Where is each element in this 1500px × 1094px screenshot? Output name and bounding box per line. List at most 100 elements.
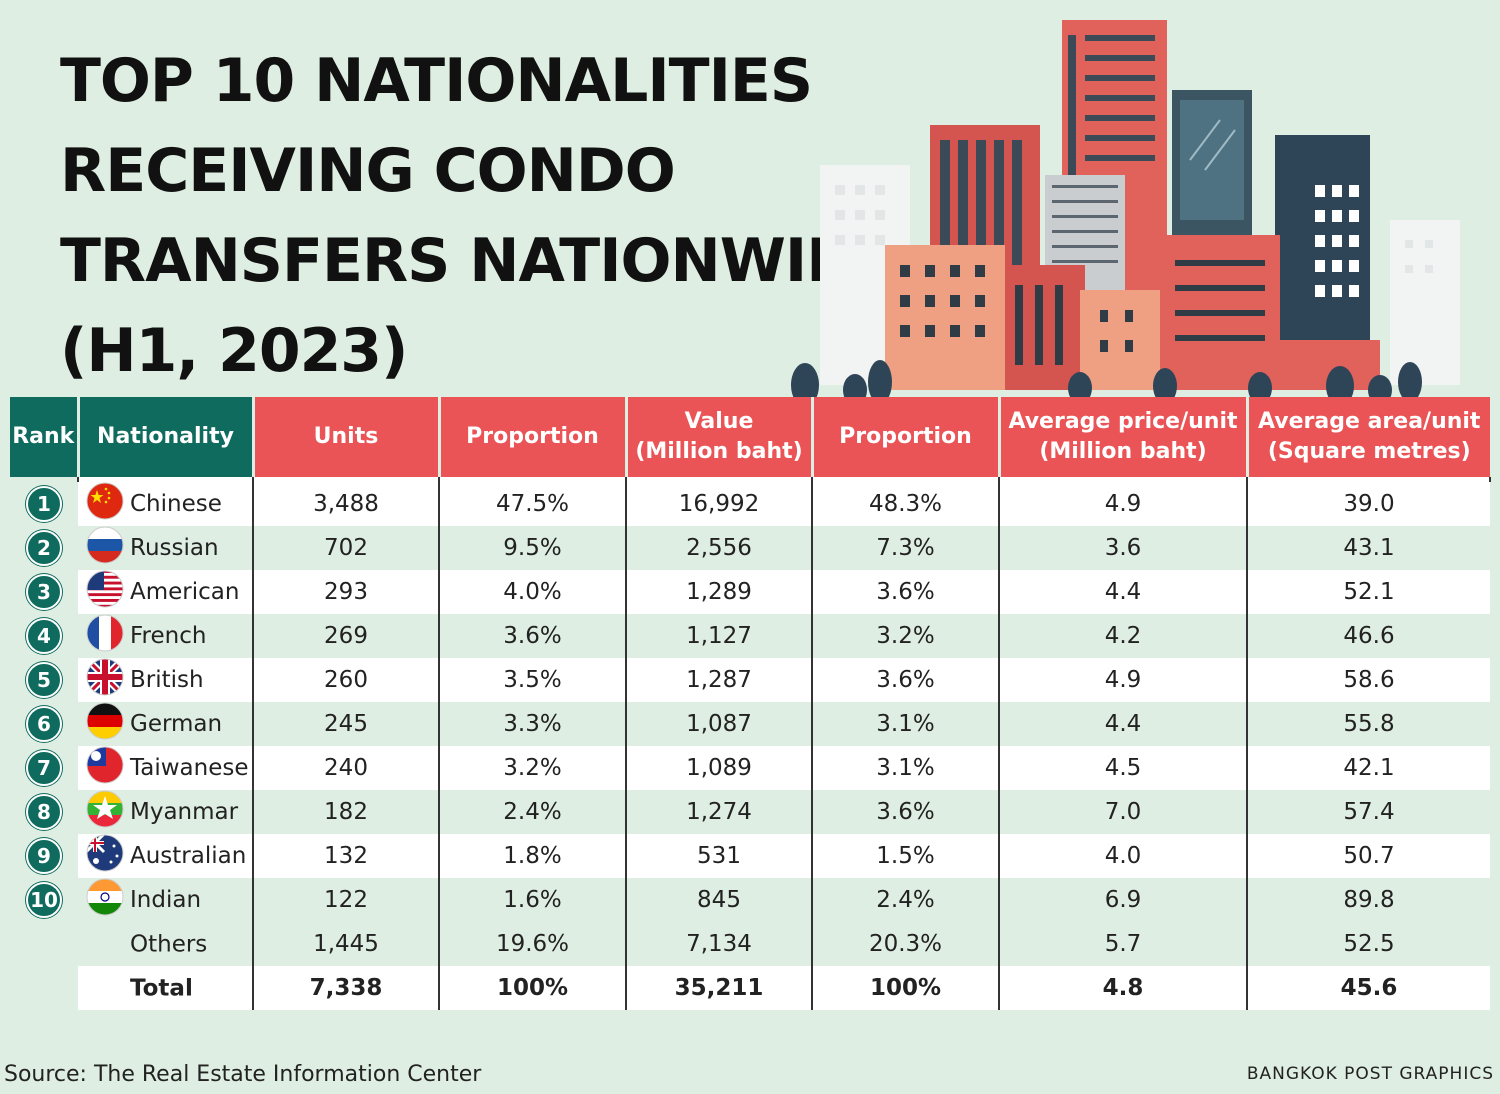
units-proportion-cell: 19.6% [439, 922, 627, 966]
rank-badge: 3 [26, 574, 62, 610]
spacer-row [10, 477, 1491, 482]
others-row: Others 1,445 19.6% 7,134 20.3% 5.7 52.5 [10, 922, 1490, 966]
india-flag-icon [86, 878, 124, 922]
avg-price-cell: 7.0 [999, 790, 1248, 834]
value-cell: 1,127 [626, 614, 813, 658]
uk-flag-icon [86, 658, 124, 702]
header-value: Value (Million baht) [626, 397, 814, 477]
units-cell: 1,445 [253, 922, 440, 966]
myanmar-flag-icon [86, 790, 124, 834]
avg-price-cell: 4.4 [999, 702, 1248, 746]
value-cell: 1,274 [626, 790, 813, 834]
units-proportion-cell: 2.4% [439, 790, 627, 834]
nationality-cell: Chinese [78, 482, 254, 526]
units-cell: 702 [253, 526, 440, 570]
units-proportion-cell: 100% [439, 966, 627, 1010]
nationality-cell: American [78, 570, 254, 614]
avg-price-cell: 3.6 [999, 526, 1248, 570]
nationality-cell: Australian [78, 834, 254, 878]
rank-badge: 2 [26, 530, 62, 566]
table-row: 9 Australian 132 1.8% 531 1.5% 4.0 50.7 [10, 834, 1490, 878]
rank-cell-empty [10, 922, 78, 966]
units-proportion-cell: 9.5% [439, 526, 627, 570]
avg-area-cell: 89.8 [1247, 878, 1490, 922]
avg-price-cell: 5.7 [999, 922, 1248, 966]
avg-area-cell: 52.5 [1247, 922, 1490, 966]
nationality-name: Chinese [130, 491, 222, 517]
graphics-credit: BANGKOK POST GRAPHICS [1246, 1064, 1494, 1084]
units-cell: 3,488 [253, 482, 440, 526]
units-cell: 132 [253, 834, 440, 878]
total-row: Total 7,338 100% 35,211 100% 4.8 45.6 [10, 966, 1490, 1010]
rank-badge: 6 [26, 706, 62, 742]
rank-badge: 10 [26, 882, 62, 918]
nationality-name: Taiwanese [130, 755, 249, 781]
data-table: Rank Nationality Units Proportion Value … [10, 397, 1491, 1010]
rank-cell: 7 [10, 746, 78, 790]
units-proportion-cell: 3.5% [439, 658, 627, 702]
units-cell: 260 [253, 658, 440, 702]
header-nationality: Nationality [78, 397, 255, 477]
units-proportion-cell: 1.6% [439, 878, 627, 922]
nationality-cell: Russian [78, 526, 254, 570]
avg-area-cell: 43.1 [1247, 526, 1490, 570]
header-proportion-units: Proportion [439, 397, 628, 477]
nationality-name: Total [130, 975, 193, 1002]
nationality-name: Myanmar [130, 799, 239, 825]
value-cell: 7,134 [626, 922, 813, 966]
table-row: 1 Chinese 3,488 47.5% 16,992 48.3% 4.9 39.0 [10, 482, 1490, 526]
header-value-line2: (Million baht) [635, 439, 803, 464]
units-proportion-cell: 3.2% [439, 746, 627, 790]
units-cell: 182 [253, 790, 440, 834]
rank-badge: 7 [26, 750, 62, 786]
value-cell: 1,087 [626, 702, 813, 746]
units-cell: 269 [253, 614, 440, 658]
value-proportion-cell: 100% [812, 966, 1000, 1010]
value-proportion-cell: 2.4% [812, 878, 1000, 922]
value-proportion-cell: 3.6% [812, 790, 1000, 834]
value-cell: 1,089 [626, 746, 813, 790]
city-skyline-illustration [791, 20, 1460, 400]
value-proportion-cell: 3.2% [812, 614, 1000, 658]
source-note: Source: The Real Estate Information Cent… [4, 1062, 482, 1087]
header-avg-price: Average price/unit (Million baht) [999, 397, 1249, 477]
avg-area-cell: 58.6 [1247, 658, 1490, 702]
value-cell: 16,992 [626, 482, 813, 526]
nationality-name: Indian [130, 887, 202, 913]
header-avg-area-line2: (Square metres) [1267, 439, 1471, 464]
avg-area-cell: 42.1 [1247, 746, 1490, 790]
value-cell: 845 [626, 878, 813, 922]
nationality-name: Australian [130, 843, 247, 869]
nationality-name: Russian [130, 535, 219, 561]
nationality-name: German [130, 711, 223, 737]
avg-area-cell: 50.7 [1247, 834, 1490, 878]
rank-cell: 6 [10, 702, 78, 746]
nationality-cell: Others [78, 922, 254, 966]
avg-area-cell: 57.4 [1247, 790, 1490, 834]
value-cell: 2,556 [626, 526, 813, 570]
nationality-name: Others [130, 931, 208, 958]
nationality-name: American [130, 579, 240, 605]
value-proportion-cell: 1.5% [812, 834, 1000, 878]
units-cell: 122 [253, 878, 440, 922]
rank-badge: 4 [26, 618, 62, 654]
header-avg-price-line2: (Million baht) [1039, 439, 1207, 464]
header-avg-area: Average area/unit (Square metres) [1247, 397, 1490, 477]
avg-area-cell: 45.6 [1247, 966, 1490, 1010]
value-proportion-cell: 7.3% [812, 526, 1000, 570]
nationality-cell: German [78, 702, 254, 746]
value-proportion-cell: 3.6% [812, 570, 1000, 614]
rank-cell: 8 [10, 790, 78, 834]
rank-cell: 9 [10, 834, 78, 878]
chart-title: TOP 10 NATIONALITIES RECEIVING CONDO TRA… [60, 36, 896, 396]
rank-cell: 5 [10, 658, 78, 702]
australia-flag-icon [86, 834, 124, 878]
avg-area-cell: 46.6 [1247, 614, 1490, 658]
header-row: Rank Nationality Units Proportion Value … [10, 397, 1490, 477]
avg-price-cell: 4.9 [999, 482, 1248, 526]
france-flag-icon [86, 614, 124, 658]
rank-cell: 4 [10, 614, 78, 658]
nationality-name: British [130, 667, 204, 693]
table-row: 5 British 260 3.5% 1,287 3.6% 4.9 58.6 [10, 658, 1490, 702]
nationality-name: French [130, 623, 207, 649]
